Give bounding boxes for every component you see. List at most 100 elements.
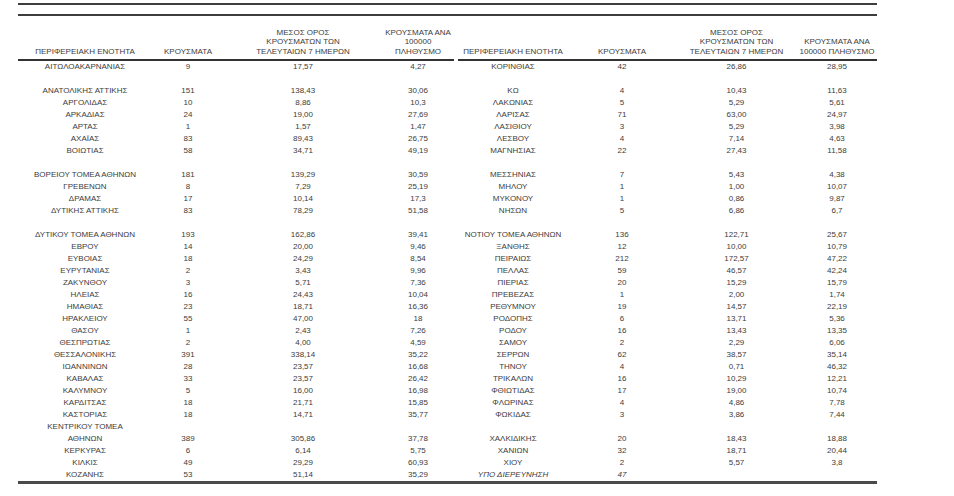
avg7day-cell: 162,86 xyxy=(224,229,382,241)
table-row: ΕΒΡΟΥ1420,009,46 xyxy=(18,241,454,253)
region-cell: ΕΒΡΟΥ xyxy=(18,241,152,253)
region-cell: ΕΥΡΥΤΑΝΙΑΣ xyxy=(18,265,152,277)
avg7day-cell: 10,29 xyxy=(676,373,797,385)
region-cell: ΗΡΑΚΛΕΙΟΥ xyxy=(18,313,152,325)
avg7day-cell: 1,00 xyxy=(676,181,797,193)
avg7day-cell: 5,57 xyxy=(676,457,797,469)
avg7day-cell: 5,29 xyxy=(676,121,797,133)
cases-cell: 18 xyxy=(152,253,224,265)
avg7day-cell xyxy=(224,157,382,169)
avg7day-cell: 15,29 xyxy=(676,277,797,289)
cases-cell xyxy=(568,157,676,169)
region-cell: ΛΑΡΙΣΑΣ xyxy=(458,109,568,121)
per100k-cell: 35,14 xyxy=(797,349,877,361)
per100k-cell: 13,35 xyxy=(797,325,877,337)
region-cell: ΝΗΣΩΝ xyxy=(458,205,568,217)
cases-cell xyxy=(568,73,676,85)
cases-cell xyxy=(152,73,224,85)
table-row: ΛΑΚΩΝΙΑΣ55,295,61 xyxy=(458,97,877,109)
avg7day-cell: 8,86 xyxy=(224,97,382,109)
right-table-header: ΠΕΡΙΦΕΡΕΙΑΚΗ ΕΝΟΤΗΤΑ ΚΡΟΥΣΜΑΤΑ ΜΕΣΟΣ ΟΡΟ… xyxy=(458,18,877,60)
cases-cell: 391 xyxy=(152,349,224,361)
region-cell: ΗΜΑΘΙΑΣ xyxy=(18,301,152,313)
per100k-cell xyxy=(797,73,877,85)
avg7day-cell: 38,57 xyxy=(676,349,797,361)
region-cell: ΘΑΣΟΥ xyxy=(18,325,152,337)
per100k-cell: 4,63 xyxy=(797,133,877,145)
avg7day-cell: 18,71 xyxy=(676,445,797,457)
table-row: ΘΕΣΠΡΩΤΙΑΣ24,004,59 xyxy=(18,337,454,349)
column-header-cases: ΚΡΟΥΣΜΑΤΑ xyxy=(568,18,676,60)
region-cell: ΚΙΛΚΙΣ xyxy=(18,457,152,469)
avg7day-cell: 6,14 xyxy=(224,445,382,457)
avg7day-cell: 14,57 xyxy=(676,301,797,313)
cases-cell xyxy=(568,217,676,229)
table-row: ΜΕΣΣΗΝΙΑΣ75,434,38 xyxy=(458,169,877,181)
per100k-cell: 10,74 xyxy=(797,385,877,397)
column-header-avg7day: ΜΕΣΟΣ ΟΡΟΣ ΚΡΟΥΣΜΑΤΩΝ ΤΩΝ ΤΕΛΕΥΤΑΙΩΝ 7 Η… xyxy=(224,18,382,60)
region-cell: ΜΗΛΟΥ xyxy=(458,181,568,193)
region-cell: ΣΕΡΡΩΝ xyxy=(458,349,568,361)
per100k-cell: 27,69 xyxy=(382,109,454,121)
region-cell: ΑΡΚΑΔΙΑΣ xyxy=(18,109,152,121)
avg7day-cell: 14,71 xyxy=(224,409,382,421)
per100k-cell: 3,8 xyxy=(797,457,877,469)
table-row: ΜΗΛΟΥ11,0010,07 xyxy=(458,181,877,193)
table-row: ΑΧΑΪΑΣ8389,4326,75 xyxy=(18,133,454,145)
avg7day-cell: 23,57 xyxy=(224,361,382,373)
region-cell: ΤΡΙΚΑΛΩΝ xyxy=(458,373,568,385)
region-cell: ΛΑΚΩΝΙΑΣ xyxy=(458,97,568,109)
per100k-cell: 60,93 xyxy=(382,457,454,469)
cases-cell: 3 xyxy=(568,121,676,133)
region-cell: ΤΗΝΟΥ xyxy=(458,361,568,373)
table-row: ΗΛΕΙΑΣ1624,4310,04 xyxy=(18,289,454,301)
cases-cell: 1 xyxy=(568,181,676,193)
avg7day-cell: 18,71 xyxy=(224,301,382,313)
region-cell: ΝΟΤΙΟΥ ΤΟΜΕΑ ΑΘΗΝΩΝ xyxy=(458,229,568,241)
column-header-region: ΠΕΡΙΦΕΡΕΙΑΚΗ ΕΝΟΤΗΤΑ xyxy=(18,18,152,60)
bottom-rule xyxy=(18,481,877,484)
cases-cell: 33 xyxy=(152,373,224,385)
region-cell: ΜΥΚΟΝΟΥ xyxy=(458,193,568,205)
cases-cell: 18 xyxy=(152,409,224,421)
avg7day-cell: 139,29 xyxy=(224,169,382,181)
table-row: ΑΝΑΤΟΛΙΚΗΣ ΑΤΤΙΚΗΣ151138,4330,06 xyxy=(18,85,454,97)
table-row: ΑΘΗΝΩΝ389305,8637,78 xyxy=(18,433,454,445)
table-row: ΣΕΡΡΩΝ6238,5735,14 xyxy=(458,349,877,361)
avg7day-cell: 4,86 xyxy=(676,397,797,409)
avg7day-cell: 5,71 xyxy=(224,277,382,289)
cases-cell: 17 xyxy=(568,385,676,397)
regional-cases-report: ΠΕΡΙΦΕΡΕΙΑΚΗ ΕΝΟΤΗΤΑ ΚΡΟΥΣΜΑΤΑ ΜΕΣΟΣ ΟΡΟ… xyxy=(18,3,877,484)
region-cell: ΚΑΡΔΙΤΣΑΣ xyxy=(18,397,152,409)
left-table-body: ΑΙΤΩΛΟΑΚΑΡΝΑΝΙΑΣ917,574,27 ΑΝΑΤΟΛΙΚΗΣ ΑΤΤ… xyxy=(18,60,454,481)
region-cell: ΗΛΕΙΑΣ xyxy=(18,289,152,301)
per100k-cell: 4,27 xyxy=(382,60,454,73)
region-cell: ΚΑΒΑΛΑΣ xyxy=(18,373,152,385)
table-row: ΚΑΒΑΛΑΣ3323,5726,42 xyxy=(18,373,454,385)
table-row: ΑΡΓΟΛΙΔΑΣ108,8610,3 xyxy=(18,97,454,109)
region-cell: ΞΑΝΘΗΣ xyxy=(458,241,568,253)
table-row: ΝΗΣΩΝ56,866,7 xyxy=(458,205,877,217)
region-cell: ΓΡΕΒΕΝΩΝ xyxy=(18,181,152,193)
table-row: ΖΑΚΥΝΘΟΥ35,717,36 xyxy=(18,277,454,289)
region-cell: ΚΑΛΥΜΝΟΥ xyxy=(18,385,152,397)
per100k-cell: 18,88 xyxy=(797,433,877,445)
avg7day-cell: 7,29 xyxy=(224,181,382,193)
cases-cell: 1 xyxy=(152,121,224,133)
per100k-cell: 42,24 xyxy=(797,265,877,277)
avg7day-cell: 10,14 xyxy=(224,193,382,205)
region-cell: ΚΕΝΤΡΙΚΟΥ ΤΟΜΕΑ xyxy=(18,421,152,433)
avg7day-cell xyxy=(676,73,797,85)
region-cell: ΑΝΑΤΟΛΙΚΗΣ ΑΤΤΙΚΗΣ xyxy=(18,85,152,97)
table-row: ΧΑΛΚΙΔΙΚΗΣ2018,4318,88 xyxy=(458,433,877,445)
right-table-body: ΚΟΡΙΝΘΙΑΣ4226,8628,95ΚΩ410,4311,63ΛΑΚΩΝΙ… xyxy=(458,60,877,481)
cases-cell: 212 xyxy=(568,253,676,265)
per100k-cell: 1,47 xyxy=(382,121,454,133)
region-cell: ΔΡΑΜΑΣ xyxy=(18,193,152,205)
per100k-cell: 22,19 xyxy=(797,301,877,313)
avg7day-cell: 21,71 xyxy=(224,397,382,409)
region-cell: ΠΕΛΛΑΣ xyxy=(458,265,568,277)
table-row: ΑΙΤΩΛΟΑΚΑΡΝΑΝΙΑΣ917,574,27 xyxy=(18,60,454,73)
column-header-cases: ΚΡΟΥΣΜΑΤΑ xyxy=(152,18,224,60)
cases-cell: 62 xyxy=(568,349,676,361)
